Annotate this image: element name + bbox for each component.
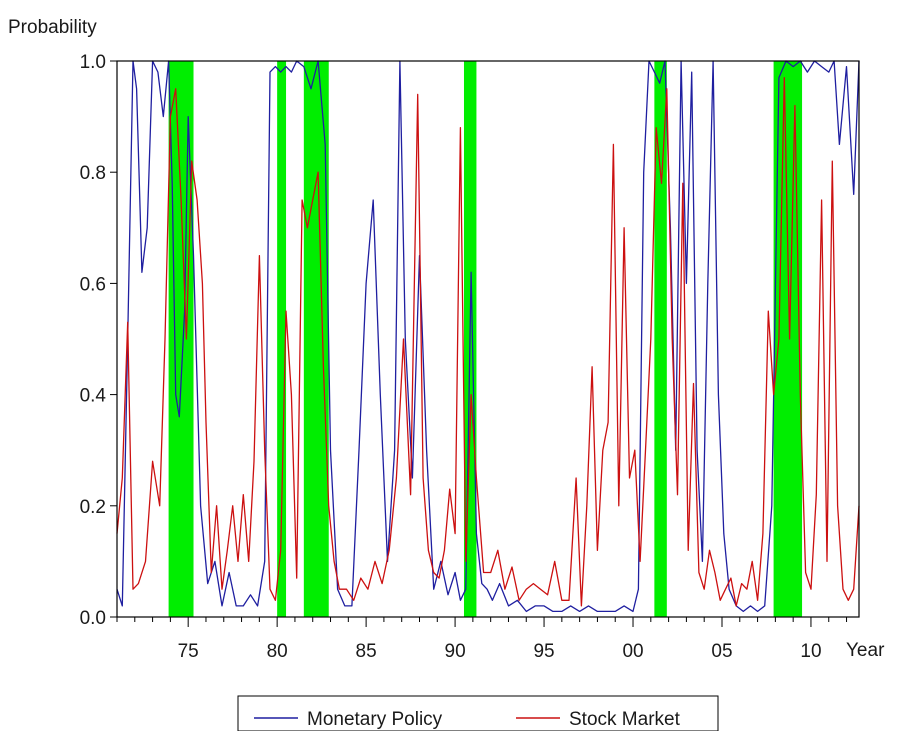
series-lines [116, 60, 860, 613]
x-tick-label: 10 [800, 641, 821, 662]
x-tick-label: 80 [267, 641, 288, 662]
y-tick-label: 1.0 [80, 52, 106, 73]
plot-frame [116, 60, 860, 618]
shaded-period-2 [277, 61, 287, 617]
shaded-period-5 [654, 61, 667, 617]
legend-label-stock-market: Stock Market [569, 709, 681, 730]
shaded-period-3 [303, 61, 329, 617]
x-tick-label: 85 [356, 641, 377, 662]
y-tick-label: 0.2 [80, 497, 106, 518]
legend-box [237, 695, 719, 731]
series-line-monetary-policy [116, 60, 860, 613]
legend: Monetary Policy Stock Market [237, 695, 719, 731]
y-axis-ticks: 0.0 0.2 0.4 0.6 0.8 1.0 [80, 52, 117, 629]
x-axis-title: Year [846, 640, 885, 661]
y-tick-label: 0.0 [80, 608, 106, 629]
legend-label-monetary-policy: Monetary Policy [307, 709, 443, 730]
y-axis-title: Probability [8, 17, 97, 38]
x-tick-label: 75 [178, 641, 199, 662]
y-tick-label: 0.6 [80, 274, 106, 295]
x-tick-label: 90 [445, 641, 466, 662]
y-tick-label: 0.8 [80, 163, 106, 184]
series-line-stock-market [116, 77, 860, 607]
x-tick-label: 00 [622, 641, 643, 662]
x-tick-label: 95 [533, 641, 554, 662]
x-tick-label: 05 [711, 641, 732, 662]
x-axis-ticks: 75 80 85 90 95 00 05 10 [116, 617, 848, 662]
y-tick-label: 0.4 [80, 386, 107, 407]
